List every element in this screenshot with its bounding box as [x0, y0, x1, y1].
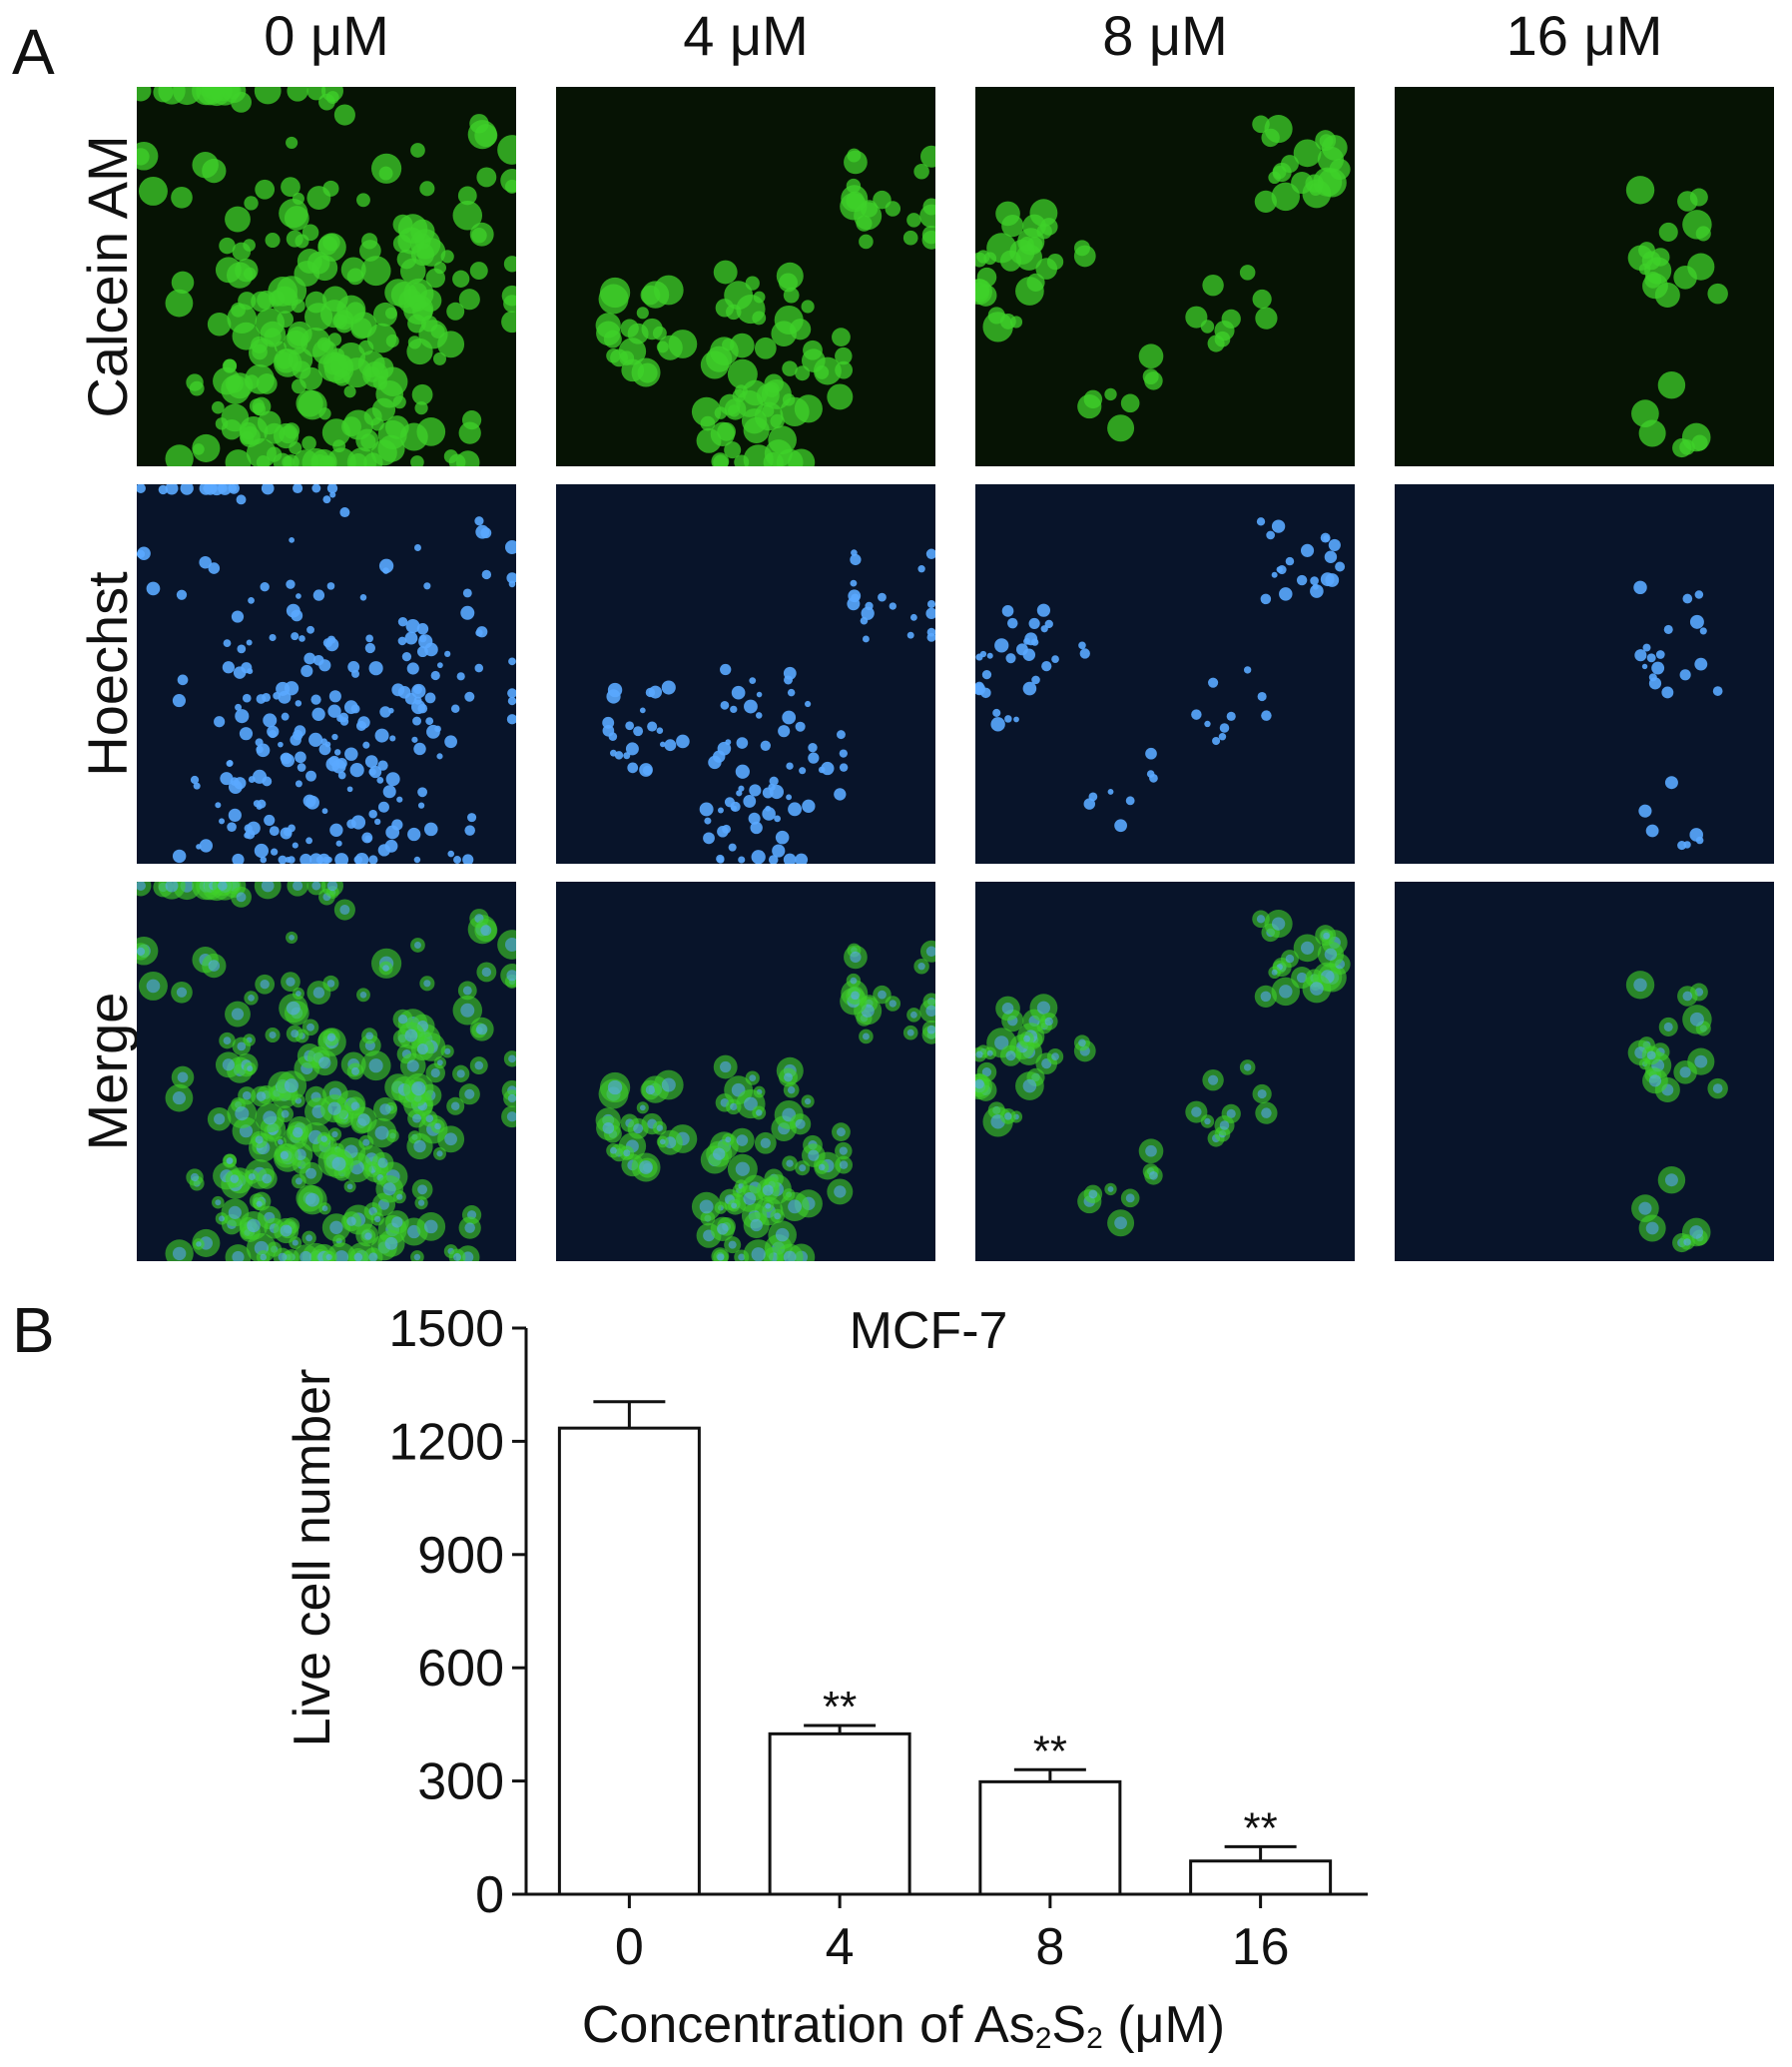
- x-axis-label-part2: S: [1051, 1996, 1086, 2054]
- panel-a-letter: A: [12, 16, 55, 88]
- y-tick-label-1500: 1500: [388, 1300, 504, 1358]
- micrograph-calcein-8um: [975, 87, 1355, 466]
- x-tick-label-8: 8: [1035, 1918, 1064, 1976]
- y-tick-label-0: 0: [475, 1866, 504, 1924]
- x-axis-label-part3: (μM): [1103, 1996, 1225, 2054]
- bar-0: [557, 1426, 701, 1896]
- x-tick-label-0: 0: [615, 1918, 644, 1976]
- column-label-16: 16 μM: [1505, 4, 1663, 67]
- micrograph-merge-8um: [975, 882, 1355, 1261]
- micrograph-hoechst-8um: [975, 484, 1355, 864]
- column-label-8: 8 μM: [1102, 4, 1228, 67]
- micrograph-merge-16um: [1395, 882, 1774, 1261]
- micrograph-calcein-0um: [137, 87, 516, 466]
- row-label-merge: Merge: [76, 992, 139, 1151]
- x-axis-label: Concentration of As2S2 (μM): [582, 1996, 1225, 2055]
- x-axis-label-sub1: 2: [1035, 2022, 1052, 2055]
- significance-4: **: [823, 1683, 857, 1731]
- y-tick-label-300: 300: [417, 1753, 504, 1811]
- micrograph-merge-4um: [556, 882, 935, 1261]
- panel-b-letter: B: [12, 1294, 55, 1366]
- bar-chart: MCF-7 0 300 600 900 1200 1500 0 4 8 16 ** ** ** Liv…: [284, 1300, 1368, 2055]
- x-axis-label-sub2: 2: [1086, 2022, 1103, 2055]
- x-tick-label-16: 16: [1232, 1918, 1290, 1976]
- significance-8: **: [1033, 1726, 1067, 1775]
- row-label-calcein: Calcein AM: [76, 135, 139, 418]
- row-label-hoechst: Hoechst: [76, 571, 139, 777]
- micrograph-calcein-4um: [556, 87, 935, 466]
- micrograph-hoechst-0um: [137, 484, 516, 864]
- bar-16: [1189, 1859, 1333, 1896]
- y-tick-label-900: 900: [417, 1527, 504, 1585]
- micrograph-calcein-16um: [1395, 87, 1774, 466]
- y-tick-label-1200: 1200: [388, 1413, 504, 1471]
- y-axis-label: Live cell number: [284, 1369, 341, 1747]
- x-axis-label-part1: Concentration of As: [582, 1996, 1035, 2054]
- x-tick-label-4: 4: [826, 1918, 855, 1976]
- micrograph-hoechst-16um: [1395, 484, 1774, 864]
- chart-title: MCF-7: [850, 1302, 1008, 1360]
- micrograph-hoechst-4um: [556, 484, 935, 864]
- y-tick-label-600: 600: [417, 1640, 504, 1698]
- bar-8: [978, 1779, 1122, 1896]
- bar-4: [768, 1731, 911, 1896]
- column-label-4: 4 μM: [683, 4, 809, 67]
- column-label-0: 0 μM: [264, 4, 389, 67]
- significance-16: **: [1244, 1803, 1278, 1852]
- micrograph-merge-0um: [137, 882, 516, 1261]
